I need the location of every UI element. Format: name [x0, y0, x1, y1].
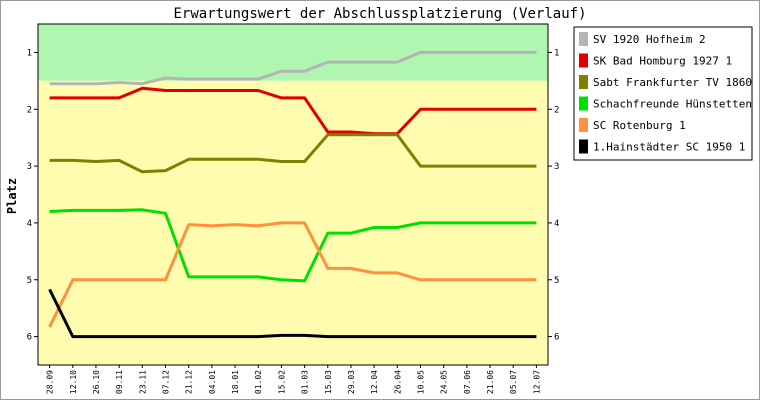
legend-label-6: 1.Hainstädter SC 1950 1 — [593, 141, 745, 154]
y-tick-label-left: 3 — [27, 162, 32, 172]
x-tick-label: 15.02 — [277, 370, 286, 394]
legend-swatch-4 — [579, 96, 588, 111]
y-tick-label-right: 1 — [554, 48, 559, 58]
x-tick-label: 12.10 — [69, 370, 78, 394]
x-tick-label: 07.06 — [463, 370, 472, 394]
legend-swatch-2 — [579, 53, 588, 68]
plot-series — [48, 50, 537, 339]
legend-swatch-1 — [579, 32, 588, 46]
legend-label-2: SK Bad Homburg 1927 1 — [593, 55, 732, 68]
series-line-6 — [48, 288, 537, 339]
plot-bands — [38, 24, 548, 365]
legend-swatch-6 — [579, 139, 588, 154]
x-tick-label: 05.07 — [509, 370, 518, 394]
y-tick-label-right: 5 — [554, 276, 559, 286]
x-tick-label: 26.10 — [92, 370, 101, 394]
x-tick-label: 01.02 — [254, 370, 263, 394]
x-tick-label: 18.01 — [231, 370, 240, 394]
legend-label-4: Schachfreunde Hünstetten 1 — [593, 98, 760, 111]
legend-swatch-5 — [579, 118, 588, 132]
x-tick-label: 21.12 — [185, 370, 194, 394]
series-line-2 — [49, 86, 537, 136]
x-tick-label: 21.06 — [486, 370, 495, 394]
x-tick-label: 09.11 — [115, 370, 124, 394]
y-tick-label-left: 5 — [27, 276, 32, 286]
legend: SV 1920 Hofheim 2 SK Bad Homburg 1927 1 Sa… — [573, 26, 760, 161]
series-line-1 — [49, 50, 537, 86]
x-tick-label: 15.03 — [324, 370, 333, 394]
x-tick-label: 10.05 — [417, 370, 426, 394]
legend-box — [573, 26, 753, 161]
y-tick-label-left: 2 — [27, 105, 32, 115]
legend-label-1: SV 1920 Hofheim 2 — [593, 33, 706, 46]
x-tick-label: 12.04 — [370, 370, 379, 394]
y-tick-label-right: 6 — [554, 333, 559, 343]
x-tick-label: 29.03 — [347, 370, 356, 394]
x-tick-label: 04.01 — [208, 370, 217, 394]
x-tick-label: 24.05 — [440, 370, 449, 394]
y-tick-label-left: 4 — [27, 219, 32, 229]
legend-label-3: Sabt Frankfurter TV 1860 1 — [593, 76, 760, 89]
y-tick-label-left: 1 — [27, 48, 32, 58]
series-line-5 — [48, 221, 537, 328]
legend-swatch-3 — [579, 75, 588, 89]
plot-axes: 1 1 2 2 3 3 4 4 5 5 6 6 28.09 12.10 26.10 09.11 23.11 07.… — [27, 23, 559, 394]
chart-title: Erwartungswert der Abschlussplatzierung … — [173, 6, 586, 22]
x-tick-label: 01.03 — [301, 370, 310, 394]
x-tick-label: 28.09 — [46, 370, 55, 394]
plot-area-border — [37, 23, 549, 366]
x-tick-label: 23.11 — [138, 370, 147, 394]
x-tick-label: 26.04 — [393, 370, 402, 394]
x-tick-label: 12.07 — [532, 370, 541, 394]
series-line-4 — [49, 208, 537, 283]
y-tick-label-right: 3 — [554, 162, 559, 172]
y-axis-label: Platz — [5, 178, 19, 214]
legend-label-5: SC Rotenburg 1 — [593, 119, 686, 132]
y-tick-label-left: 6 — [27, 333, 32, 343]
y-tick-label-right: 4 — [554, 219, 559, 229]
y-tick-label-right: 2 — [554, 105, 559, 115]
series-line-3 — [49, 133, 537, 174]
x-tick-label: 07.12 — [162, 370, 171, 394]
